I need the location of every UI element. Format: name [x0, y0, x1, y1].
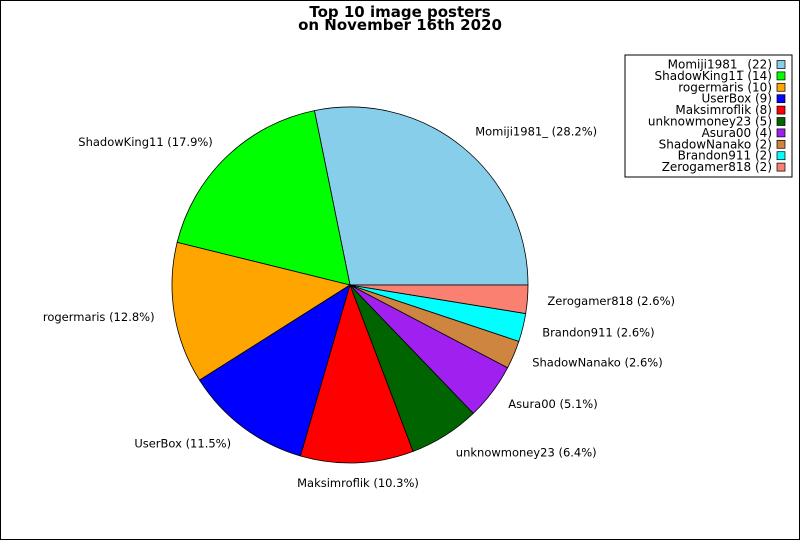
chart-title-line2: on November 16th 2020 — [298, 16, 502, 34]
slice-label-brandon911: Brandon911 (2.6%) — [542, 325, 654, 339]
legend-swatch-asura00 — [777, 129, 785, 137]
legend-swatch-zerogamer818 — [777, 163, 785, 171]
slice-label-unknowmoney23: unknowmoney23 (6.4%) — [456, 445, 597, 459]
slice-label-rogermaris: rogermaris (12.8%) — [43, 310, 155, 324]
legend-swatch-maksimroflik — [777, 106, 785, 114]
pie-slices — [172, 107, 528, 463]
slice-label-shadowking11: ShadowKing11 (17.9%) — [78, 135, 213, 149]
legend-swatch-brandon911 — [777, 152, 785, 160]
legend-swatch-momiji1981 — [777, 61, 785, 69]
slice-label-asura00: Asura00 (5.1%) — [508, 397, 597, 411]
legend-swatch-userbox — [777, 95, 785, 103]
legend-swatch-unknowmoney23 — [777, 118, 785, 126]
legend-entry-zerogamer818: Zerogamer818 (2) — [662, 160, 772, 174]
slice-label-momiji1981: Momiji1981_ (28.2%) — [475, 125, 597, 139]
slice-label-shadownanako: ShadowNanako (2.6%) — [532, 356, 663, 370]
slice-label-zerogamer818: Zerogamer818 (2.6%) — [547, 294, 675, 308]
legend-swatch-rogermaris — [777, 83, 785, 91]
slice-label-userbox: UserBox (11.5%) — [134, 436, 231, 450]
legend-swatch-shadownanako — [777, 140, 785, 148]
slice-label-maksimroflik: Maksimroflik (10.3%) — [297, 476, 419, 490]
legend: Momiji1981_ (22)ShadowKing11 (14)rogerma… — [625, 55, 792, 177]
legend-swatch-shadowking11 — [777, 72, 785, 80]
